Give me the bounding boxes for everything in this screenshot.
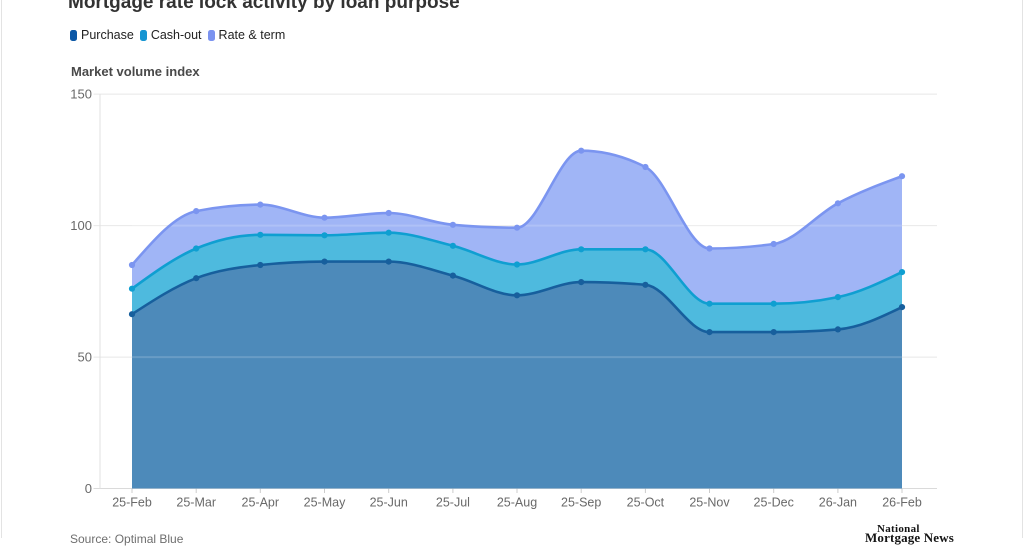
svg-text:25-May: 25-May — [304, 496, 346, 510]
svg-text:25-Aug: 25-Aug — [497, 496, 537, 510]
svg-text:25-Jul: 25-Jul — [436, 496, 470, 510]
svg-text:0: 0 — [85, 481, 92, 496]
svg-text:26-Feb: 26-Feb — [882, 496, 922, 510]
svg-text:25-Sep: 25-Sep — [561, 496, 601, 510]
svg-text:25-Jun: 25-Jun — [370, 496, 408, 510]
svg-text:100: 100 — [70, 218, 92, 233]
svg-text:25-Dec: 25-Dec — [754, 496, 794, 510]
svg-text:25-Feb: 25-Feb — [112, 496, 152, 510]
svg-text:26-Jan: 26-Jan — [819, 496, 857, 510]
svg-text:150: 150 — [70, 87, 92, 102]
svg-text:25-Apr: 25-Apr — [242, 496, 280, 510]
svg-text:25-Mar: 25-Mar — [176, 496, 216, 510]
svg-text:25-Nov: 25-Nov — [689, 496, 730, 510]
svg-text:50: 50 — [78, 350, 92, 365]
svg-text:25-Oct: 25-Oct — [627, 496, 665, 510]
